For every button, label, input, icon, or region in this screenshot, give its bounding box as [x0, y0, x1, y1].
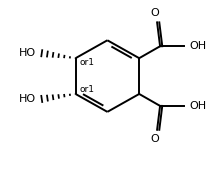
Text: or1: or1	[80, 85, 94, 95]
Text: OH: OH	[189, 101, 206, 111]
Text: HO: HO	[19, 94, 36, 104]
Text: OH: OH	[189, 41, 206, 51]
Text: or1: or1	[80, 58, 94, 67]
Text: O: O	[151, 134, 159, 144]
Text: O: O	[151, 8, 159, 19]
Text: HO: HO	[19, 48, 36, 58]
